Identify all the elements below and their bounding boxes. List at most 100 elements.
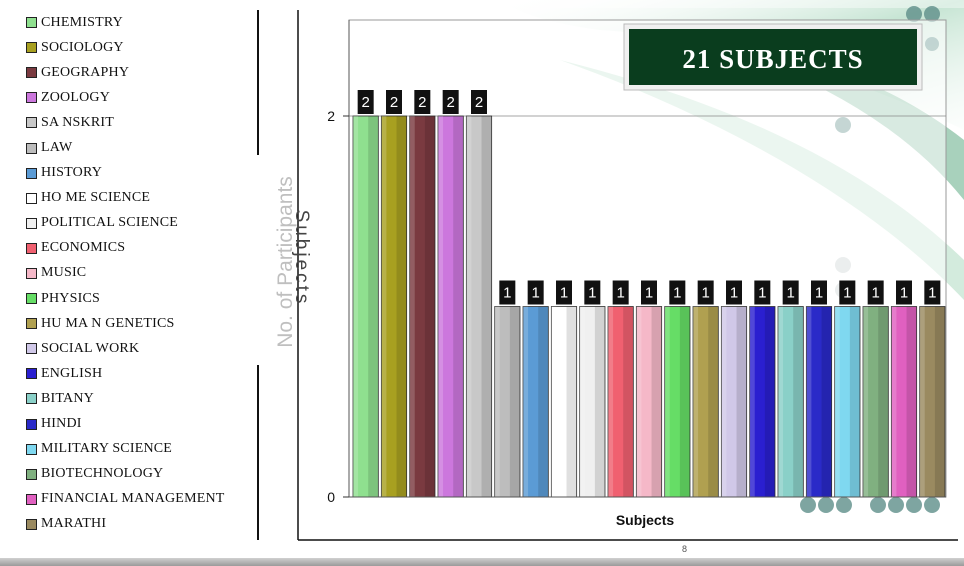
legend-label: MARATHI (41, 516, 107, 532)
bar-highlight (834, 306, 840, 497)
bar-shade (793, 306, 804, 497)
legend-label: SOCIOLOGY (41, 39, 124, 55)
legend-label: BITANY (41, 390, 94, 406)
data-label: 2 (361, 94, 369, 111)
data-label-box (556, 280, 572, 305)
legend-swatch (26, 393, 37, 405)
legend-label: POLITICAL SCIENCE (41, 215, 179, 231)
data-label-box (357, 90, 374, 114)
chart-title: 21 SUBJECTS (682, 44, 863, 74)
data-label-box (782, 280, 799, 305)
data-label-box (924, 280, 941, 305)
data-label: 1 (616, 285, 624, 302)
bar (352, 115, 379, 498)
legend-label: HU MA N GENETICS (41, 315, 175, 331)
data-label-box (726, 280, 742, 305)
legend-label: LAW (41, 140, 73, 156)
legend-swatch (26, 167, 37, 179)
legend-label: HINDI (41, 416, 82, 432)
data-label: 2 (446, 94, 454, 111)
bar-shade (594, 306, 605, 497)
data-label-box (527, 280, 544, 305)
data-label: 1 (900, 285, 908, 302)
data-label-box (839, 280, 856, 305)
data-label: 2 (418, 94, 426, 111)
data-label-box (669, 280, 686, 305)
data-label: 1 (843, 285, 851, 302)
bar-shade (849, 306, 860, 497)
legend-item: HU MA N GENETICS (26, 311, 266, 336)
legend-swatch (26, 343, 37, 355)
legend-swatch (26, 493, 37, 505)
legend-swatch (26, 443, 37, 455)
bar-highlight (579, 306, 585, 497)
bar (805, 306, 833, 498)
bar-shade (566, 306, 577, 497)
y-axis-label: No. of Participants (274, 176, 297, 348)
bar-highlight (721, 306, 727, 497)
legend-swatch (26, 468, 37, 480)
legend-label: FINANCIAL MANAGEMENT (41, 491, 225, 507)
data-label-box (754, 280, 771, 305)
legend-item: SA NSKRIT (26, 110, 266, 135)
bar-highlight (664, 306, 670, 497)
legend-item: ZOOLOGY (26, 85, 266, 110)
legend-item: ENGLISH (26, 361, 266, 386)
bar (550, 306, 578, 498)
bar (777, 306, 804, 498)
legend-label: ECONOMICS (41, 240, 126, 256)
bar (607, 306, 634, 498)
bar-highlight (806, 306, 812, 497)
legend-swatch (26, 242, 37, 254)
y-axis-overlay-label: Subjects (291, 210, 312, 307)
legend-item: CHEMISTRY (26, 10, 266, 35)
legend-item: PHYSICS (26, 286, 266, 311)
legend-label: SA NSKRIT (41, 114, 114, 130)
data-label-box (414, 90, 431, 114)
bar (720, 306, 748, 498)
legend-swatch (26, 192, 37, 204)
bar (380, 115, 408, 498)
legend-swatch (26, 67, 37, 79)
legend-item: HO ME SCIENCE (26, 186, 266, 211)
legend-label: BIOTECHNOLOGY (41, 466, 164, 482)
data-label: 1 (531, 285, 539, 302)
bar-highlight (409, 116, 415, 497)
bar-shade (509, 306, 520, 497)
legend-swatch (26, 42, 37, 54)
data-label: 1 (503, 285, 511, 302)
bar (919, 306, 946, 498)
data-label-box (499, 280, 516, 305)
title-box (629, 29, 917, 85)
legend-swatch (26, 318, 37, 330)
legend-item: BIOTECHNOLOGY (26, 462, 266, 487)
bar-shade (679, 306, 690, 497)
bar-shade (736, 306, 747, 497)
legend-label: HO ME SCIENCE (41, 190, 151, 206)
legend-swatch (26, 142, 37, 154)
legend-label: SOCIAL WORK (41, 340, 140, 356)
legend-item: POLITICAL SCIENCE (26, 211, 266, 236)
bar-shade (396, 116, 407, 497)
bottom-bar (0, 558, 964, 566)
data-label: 1 (673, 285, 681, 302)
bar-highlight (523, 306, 529, 497)
bar (465, 115, 493, 498)
y-tick-label: 0 (327, 489, 335, 505)
bar-shade (934, 306, 945, 497)
bar-highlight (353, 116, 359, 497)
data-label-box (697, 280, 714, 305)
legend-swatch (26, 267, 37, 279)
legend-item: ECONOMICS (26, 236, 266, 261)
bar-shade (424, 116, 435, 497)
legend-item: SOCIAL WORK (26, 336, 266, 361)
legend-item: MARATHI (26, 512, 266, 537)
bar-highlight (494, 306, 500, 497)
data-label: 1 (786, 285, 794, 302)
legend-label: ZOOLOGY (41, 89, 111, 105)
bar (834, 306, 861, 498)
legend-label: MILITARY SCIENCE (41, 441, 173, 457)
legend-label: CHEMISTRY (41, 14, 123, 30)
x-axis-label: Subjects (616, 512, 675, 528)
